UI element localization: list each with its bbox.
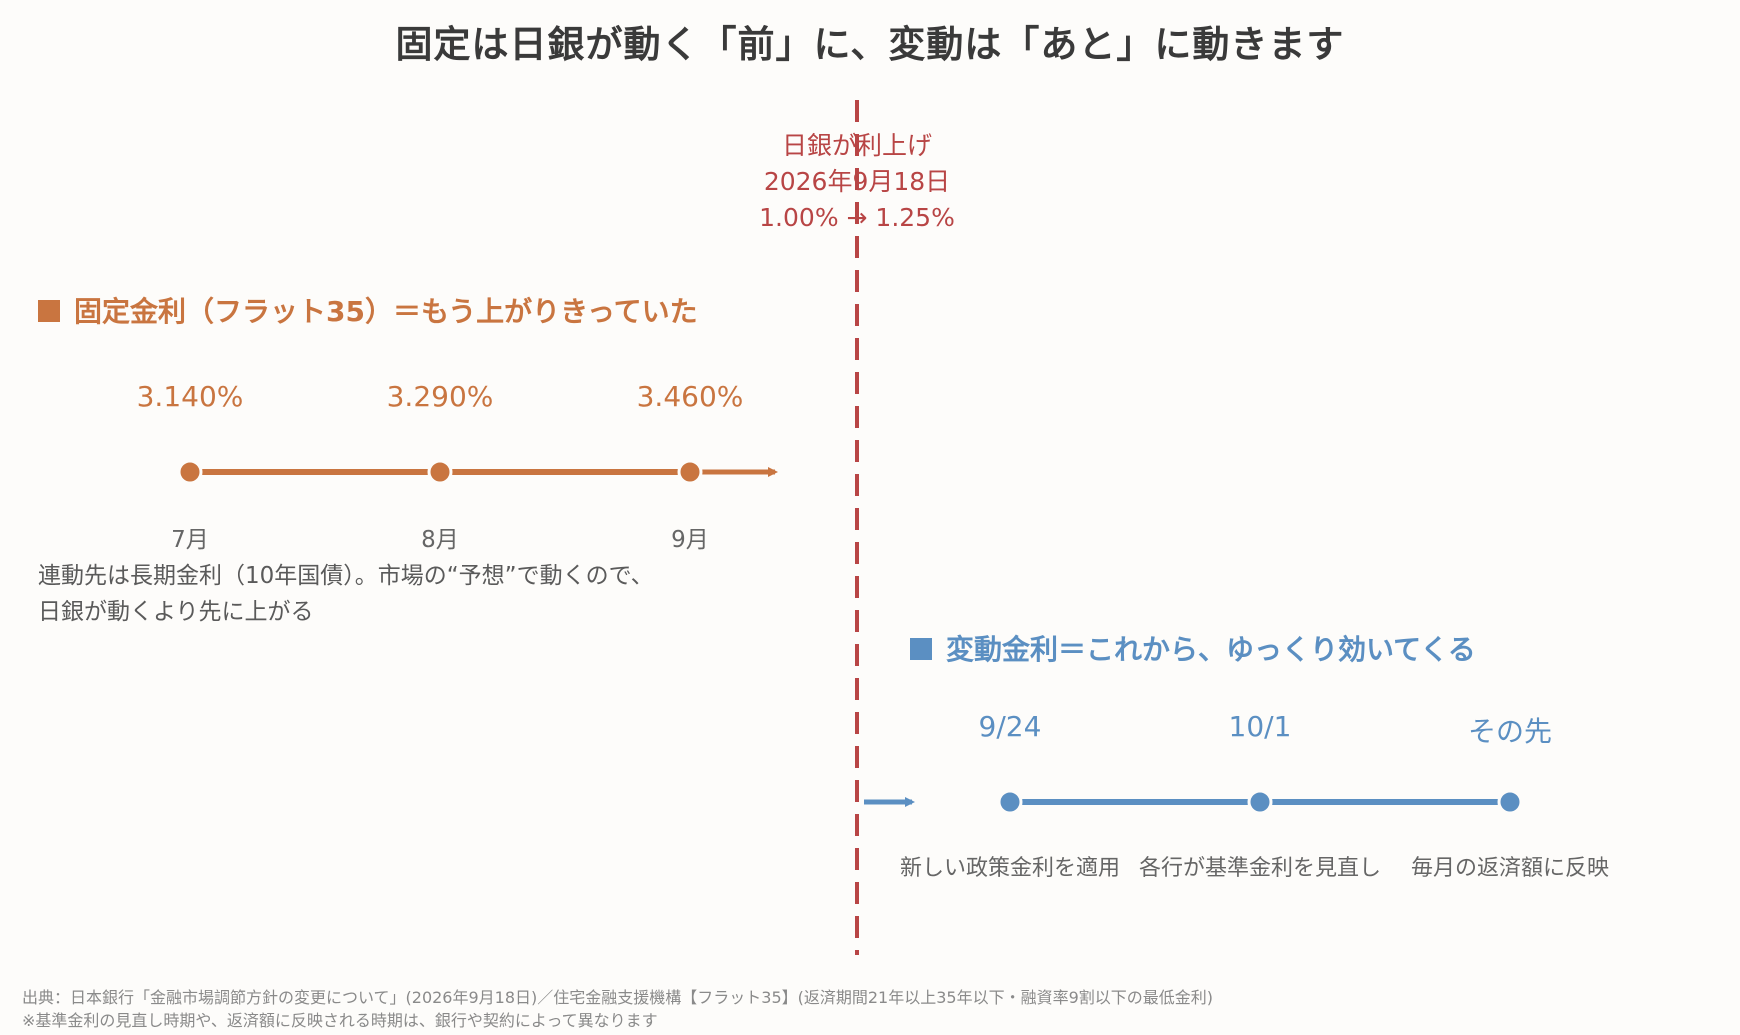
fixed-month-label: 9月 [671,527,709,553]
fixed-rate-label: 3.140% [136,380,244,413]
variable-rate-heading: 変動金利＝これから、ゆっくり効いてくる [910,628,1476,668]
variable-step-description: 新しい政策金利を適用 [899,856,1120,881]
fixed-rate-label: 3.460% [636,380,744,413]
fixed-rate-label: 3.290% [386,380,494,413]
footnote: ※基準金利の見直し時期や、返済額に反映される時期は、銀行や契約によって異なります [22,1011,658,1030]
page-title: 固定は日銀が動く「前」に、変動は「あと」に動きます [395,23,1345,66]
variable-point-2 [1247,789,1273,815]
source-citation: 出典：日本銀行「金融市場調節方針の変更について」(2026年9月18日)／住宅金… [22,988,1214,1007]
fixed-month-label: 8月 [421,527,459,553]
variable-date-label: 10/1 [1228,710,1292,743]
variable-step-description: 各行が基準金利を見直し [1138,856,1381,881]
variable-date-label: その先 [1467,715,1552,748]
source-footer: 出典：日本銀行「金融市場調節方針の変更について」(2026年9月18日)／住宅金… [22,986,1213,1032]
fixed-note-line: 連動先は長期金利（10年国債）。市場の“予想”で動くので、 [38,563,654,589]
variable-point-3 [1497,789,1523,815]
fixed-point-8 [427,459,453,485]
boj-event-rate-change: 1.00% → 1.25% [759,203,955,232]
boj-event-title: 日銀が利上げ [781,131,932,160]
fixed-rate-note: 連動先は長期金利（10年国債）。市場の“予想”で動くので、 日銀が動くより先に上… [38,558,654,630]
variable-step-description: 毎月の返済額に反映 [1410,856,1609,881]
fixed-heading-text: 固定金利（フラット35）＝もう上がりきっていた [74,295,698,328]
fixed-point-7 [177,459,203,485]
variable-heading-text: 変動金利＝これから、ゆっくり効いてくる [946,633,1476,666]
variable-square-icon [910,638,932,660]
boj-event-date: 2026年9月18日 [763,167,951,196]
fixed-rate-heading: 固定金利（フラット35）＝もう上がりきっていた [38,290,698,330]
fixed-point-9 [677,459,703,485]
variable-point-1 [997,789,1023,815]
fixed-month-label: 7月 [171,527,209,553]
variable-date-label: 9/24 [978,710,1042,743]
fixed-square-icon [38,300,60,322]
fixed-note-line: 日銀が動くより先に上がる [38,599,314,625]
boj-rate-hike-label: 日銀が利上げ 2026年9月18日 1.00% → 1.25% [700,128,1014,236]
